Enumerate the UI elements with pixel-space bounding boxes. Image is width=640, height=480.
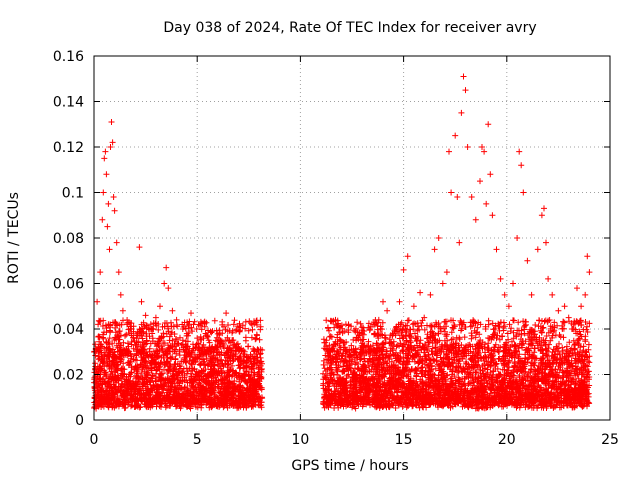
data-point — [224, 364, 231, 371]
data-point — [122, 332, 128, 339]
data-point — [321, 365, 328, 372]
data-points — [91, 73, 593, 412]
grid-lines — [94, 56, 610, 420]
data-point — [242, 318, 249, 325]
data-point — [92, 360, 99, 367]
data-point — [124, 340, 131, 347]
data-point — [242, 334, 249, 341]
data-point — [116, 328, 123, 334]
data-point — [253, 331, 260, 338]
data-point — [231, 317, 238, 324]
data-point — [223, 374, 230, 381]
chart-title: Day 038 of 2024, Rate Of TEC Index for r… — [163, 20, 536, 36]
data-point — [92, 352, 99, 359]
data-point — [253, 335, 260, 342]
data-point — [211, 317, 218, 324]
